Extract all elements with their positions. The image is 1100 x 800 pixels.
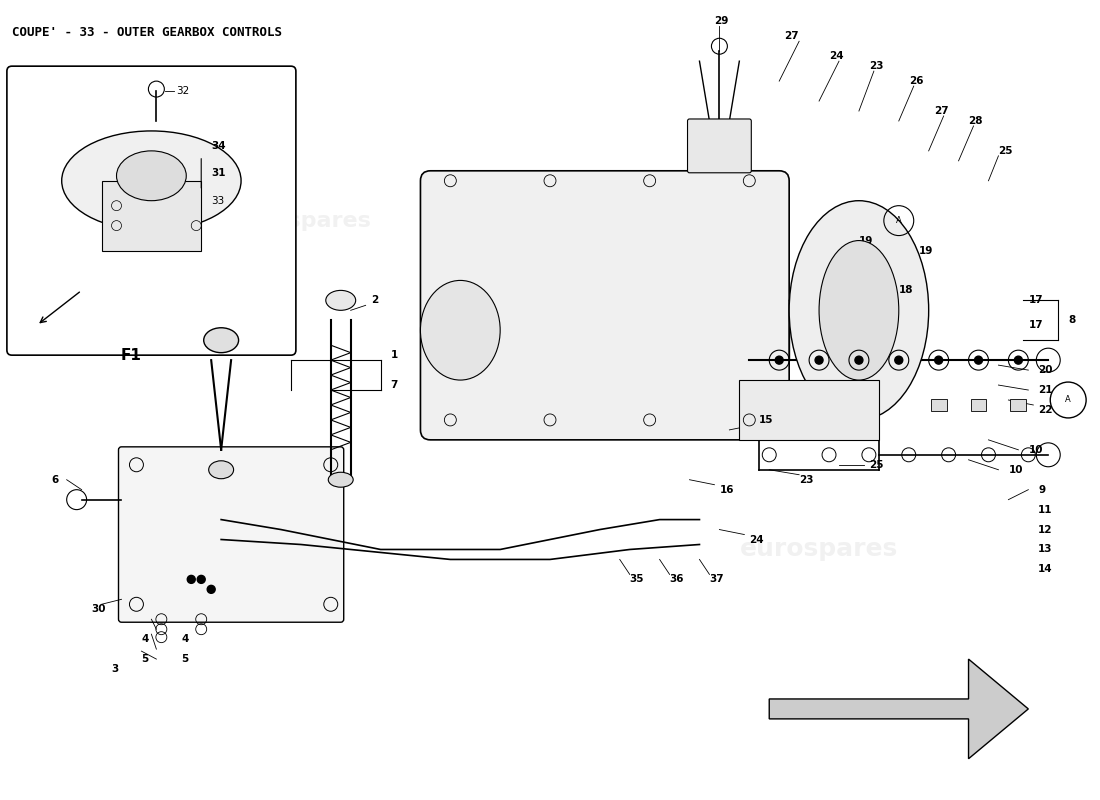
Text: A: A (1065, 395, 1071, 405)
Text: 9: 9 (1038, 485, 1045, 494)
Text: 28: 28 (968, 116, 983, 126)
Bar (970, 399, 987, 411)
Text: 29: 29 (714, 16, 729, 26)
Text: 7: 7 (390, 380, 398, 390)
Ellipse shape (209, 461, 233, 478)
Text: 2: 2 (371, 295, 378, 306)
Text: 15: 15 (759, 415, 773, 425)
Bar (1011, 399, 1026, 411)
Text: 17: 17 (1028, 295, 1043, 306)
Text: 16: 16 (719, 485, 734, 494)
Text: 27: 27 (784, 31, 799, 42)
Text: 13: 13 (1038, 545, 1053, 554)
Text: 23: 23 (869, 61, 883, 71)
Text: F1: F1 (121, 348, 142, 362)
Text: 18: 18 (899, 286, 913, 295)
Text: 25: 25 (869, 460, 883, 470)
Text: 5: 5 (142, 654, 148, 664)
Text: 20: 20 (1038, 365, 1053, 375)
Circle shape (815, 356, 823, 364)
Text: 6: 6 (52, 474, 59, 485)
Ellipse shape (420, 281, 500, 380)
Text: 26: 26 (909, 76, 923, 86)
Ellipse shape (328, 472, 353, 487)
FancyBboxPatch shape (7, 66, 296, 355)
Text: 32: 32 (176, 86, 189, 96)
Text: 27: 27 (934, 106, 948, 116)
Text: 31: 31 (211, 168, 226, 178)
Circle shape (197, 575, 206, 583)
Text: 5: 5 (182, 654, 188, 664)
Text: 37: 37 (710, 574, 724, 584)
Polygon shape (769, 659, 1028, 758)
Circle shape (935, 356, 943, 364)
Text: 35: 35 (629, 574, 645, 584)
Text: 36: 36 (670, 574, 684, 584)
Text: 12: 12 (1038, 525, 1053, 534)
Text: 19: 19 (859, 235, 873, 246)
Text: 22: 22 (1038, 405, 1053, 415)
Text: 10: 10 (1028, 445, 1043, 455)
Text: 23: 23 (799, 474, 814, 485)
Text: eurospares: eurospares (454, 386, 647, 414)
Text: A: A (895, 216, 902, 225)
Circle shape (1014, 356, 1022, 364)
Bar (931, 399, 947, 411)
Text: 24: 24 (749, 534, 763, 545)
Text: 12: 12 (839, 315, 854, 326)
Circle shape (776, 356, 783, 364)
FancyBboxPatch shape (420, 170, 789, 440)
Ellipse shape (326, 290, 355, 310)
Ellipse shape (117, 151, 186, 201)
Text: 3: 3 (111, 664, 119, 674)
FancyBboxPatch shape (688, 119, 751, 173)
Text: 33: 33 (211, 196, 224, 206)
Text: 8: 8 (1068, 315, 1076, 326)
Bar (739, 380, 879, 440)
Circle shape (187, 575, 195, 583)
Text: 24: 24 (829, 51, 844, 61)
Text: 14: 14 (1038, 565, 1053, 574)
Text: 17: 17 (1028, 320, 1043, 330)
Text: 34: 34 (211, 141, 226, 151)
Circle shape (894, 356, 903, 364)
Text: eurospares: eurospares (230, 210, 372, 230)
Text: 10: 10 (1009, 465, 1023, 474)
FancyBboxPatch shape (119, 447, 343, 622)
Text: 25: 25 (999, 146, 1013, 156)
Text: 11: 11 (1038, 505, 1053, 514)
Text: 1: 1 (390, 350, 398, 360)
Ellipse shape (62, 131, 241, 230)
Text: 4: 4 (142, 634, 148, 644)
Text: 4: 4 (182, 634, 189, 644)
Bar (101, 181, 201, 250)
Circle shape (207, 586, 216, 594)
Text: 21: 21 (1038, 385, 1053, 395)
Text: eurospares: eurospares (740, 538, 899, 562)
Text: 30: 30 (91, 604, 106, 614)
Ellipse shape (820, 241, 899, 380)
Ellipse shape (204, 328, 239, 353)
Text: 19: 19 (918, 246, 933, 255)
Circle shape (855, 356, 862, 364)
Text: COUPE' - 33 - OUTER GEARBOX CONTROLS: COUPE' - 33 - OUTER GEARBOX CONTROLS (12, 26, 282, 39)
Ellipse shape (789, 201, 928, 420)
Circle shape (975, 356, 982, 364)
